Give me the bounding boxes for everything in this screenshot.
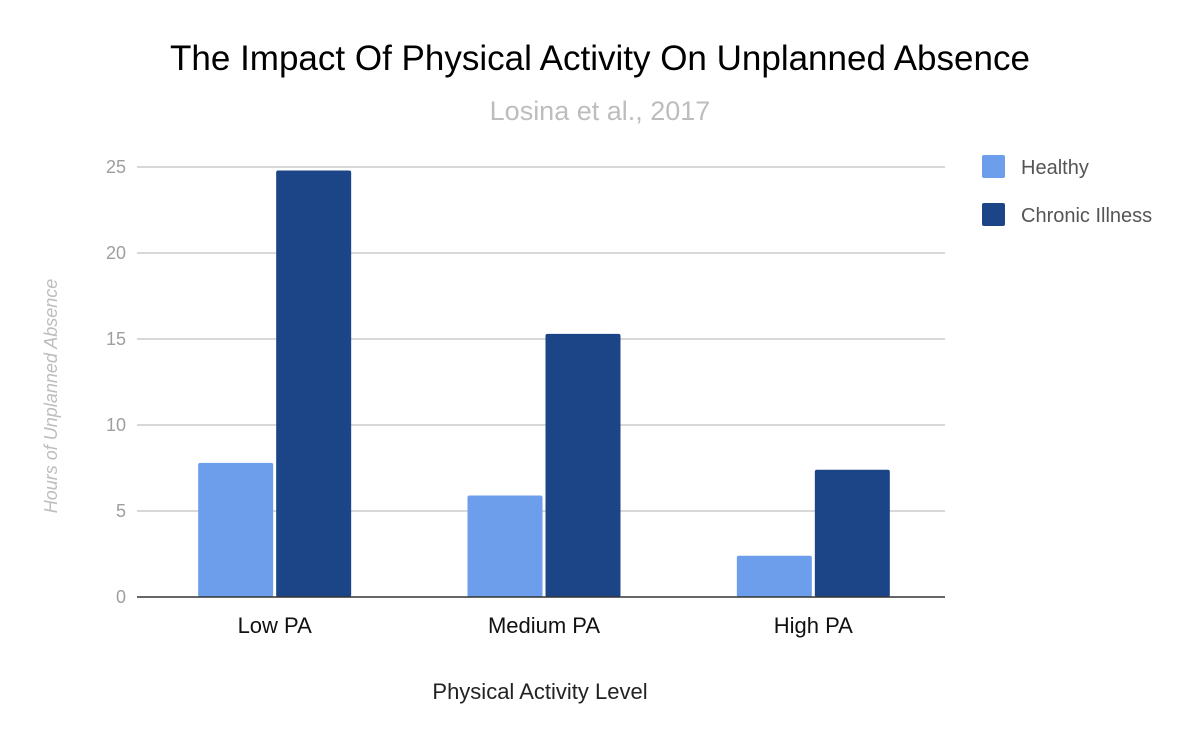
chart-subtitle: Losina et al., 2017 — [490, 96, 711, 126]
y-tick-label: 5 — [116, 501, 126, 521]
legend-swatch — [982, 203, 1005, 226]
bar-healthy-medium-pa — [467, 495, 543, 597]
bar-chronic-illness-high-pa — [814, 469, 890, 597]
y-tick-label: 15 — [106, 329, 126, 349]
legend: Healthy Chronic Illness — [982, 155, 1152, 227]
legend-swatch — [982, 155, 1005, 178]
bars — [198, 170, 890, 597]
legend-label: Healthy — [1021, 157, 1089, 179]
y-tick-label: 10 — [106, 415, 126, 435]
x-axis-title: Physical Activity Level — [432, 679, 647, 704]
chart-title: The Impact Of Physical Activity On Unpla… — [170, 39, 1030, 78]
y-axis-ticks: 0 5 10 15 20 25 — [106, 157, 126, 607]
legend-label: Chronic Illness — [1021, 205, 1152, 227]
y-axis-title: Hours of Unplanned Absence — [41, 279, 61, 513]
y-tick-label: 25 — [106, 157, 126, 177]
bar-healthy-low-pa — [198, 462, 274, 597]
x-tick-label: High PA — [774, 613, 853, 638]
gridlines — [137, 166, 945, 512]
y-tick-label: 20 — [106, 243, 126, 263]
bar-chronic-illness-medium-pa — [545, 333, 621, 597]
bar-healthy-high-pa — [736, 555, 812, 597]
x-axis-ticks: Low PA Medium PA High PA — [238, 613, 854, 638]
x-tick-label: Medium PA — [488, 613, 600, 638]
x-tick-label: Low PA — [238, 613, 313, 638]
bar-chronic-illness-low-pa — [276, 170, 352, 597]
y-tick-label: 0 — [116, 587, 126, 607]
